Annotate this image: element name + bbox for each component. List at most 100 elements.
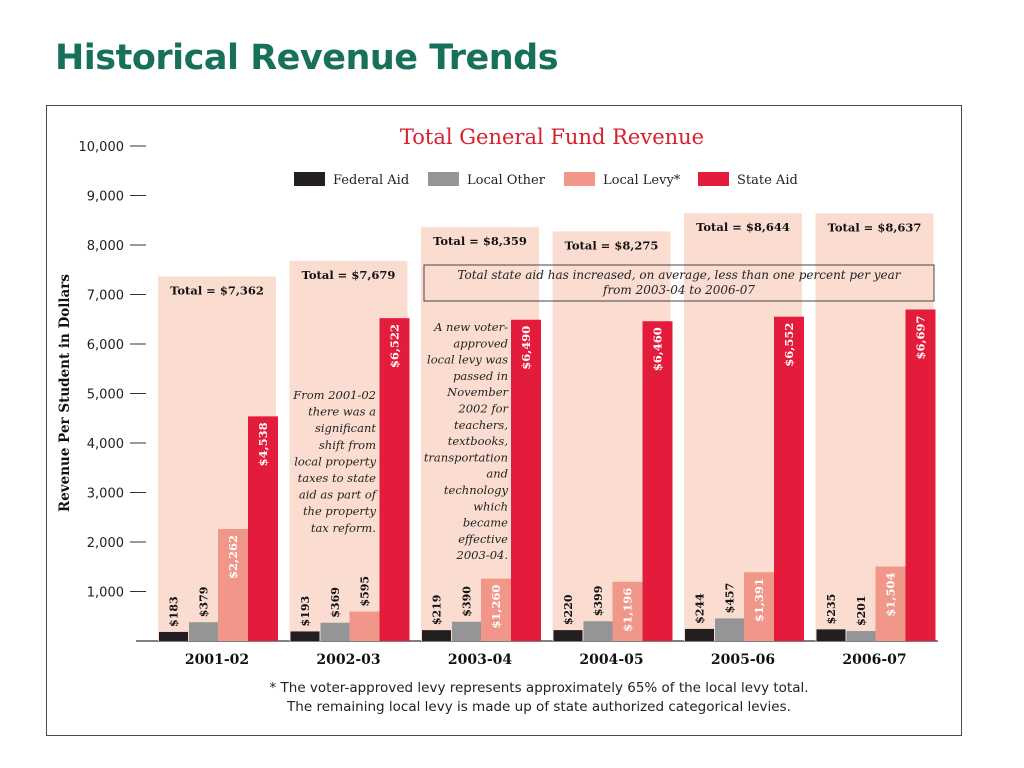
bar-value-label: $1,504	[884, 573, 898, 617]
levy-note-text: local levy was	[427, 353, 508, 367]
bar-value-label: $6,460	[651, 327, 665, 371]
chart-title: Total General Fund Revenue	[400, 125, 704, 149]
shift-note-text: there was a	[308, 405, 376, 419]
bar-value-label: $369	[329, 587, 342, 618]
levy-note-text: 2003-04.	[456, 548, 508, 562]
bar	[846, 631, 876, 641]
bar	[452, 621, 481, 641]
x-category-label: 2001-02	[185, 652, 249, 668]
bar	[744, 572, 774, 641]
chart-legend: Federal Aid Local Other Local Levy* State A…	[294, 172, 798, 188]
total-label: Total = $8,637	[828, 220, 922, 234]
levy-note-text: passed in	[453, 369, 508, 383]
levy-note-text: technology	[444, 483, 509, 497]
levy-note-text: approved	[453, 336, 508, 350]
bar	[248, 416, 278, 641]
bar	[905, 309, 936, 641]
total-label: Total = $8,359	[433, 234, 527, 248]
total-label: Total = $7,679	[302, 268, 396, 282]
bar-value-label: $399	[592, 586, 605, 617]
legend-swatch	[564, 172, 595, 186]
x-category-label: 2005-06	[711, 652, 775, 668]
footnote-line: The remaining local levy is made up of s…	[286, 699, 791, 715]
y-tick-label: 6,000	[87, 338, 124, 353]
revenue-chart: Total General Fund Revenue Federal Aid Lo…	[57, 125, 938, 715]
legend-label: Local Other	[467, 173, 546, 188]
y-tick-label: 4,000	[87, 437, 124, 452]
state-aid-callout-box	[423, 264, 935, 302]
shift-note-text: From 2001-02	[292, 388, 376, 402]
levy-note-text: transportation	[424, 450, 508, 464]
shift-note-text: local property	[294, 454, 376, 468]
bar-value-label: $183	[168, 596, 181, 627]
y-tick-label: 3,000	[87, 487, 124, 502]
bar-value-label: $193	[299, 596, 312, 627]
chart-frame: Total General Fund Revenue Federal Aid Lo…	[46, 105, 962, 736]
bar	[642, 321, 673, 641]
legend-label: Local Levy*	[603, 173, 681, 188]
bar-value-label: $379	[198, 587, 211, 618]
y-tick-label: 1,000	[87, 586, 124, 601]
x-category-label: 2003-04	[448, 652, 513, 668]
legend-swatch	[698, 172, 729, 186]
bar	[290, 631, 320, 641]
shift-note-text: shift from	[319, 438, 376, 452]
bar	[481, 578, 511, 641]
levy-note-text: became	[463, 516, 508, 530]
footnote-line: * The voter-approved levy represents app…	[269, 680, 808, 696]
bar	[875, 566, 906, 641]
shift-note-text: tax reform.	[311, 521, 376, 535]
legend-label: State Aid	[737, 173, 798, 188]
shift-note-text: the property	[303, 504, 377, 518]
bar	[583, 621, 613, 641]
shift-note-text: taxes to state	[298, 471, 377, 485]
bar	[189, 622, 218, 641]
shift-note-text: aid as part of	[299, 488, 378, 502]
bar-value-label: $219	[431, 595, 444, 626]
bar-value-label: $1,196	[621, 588, 635, 632]
bar	[422, 630, 451, 641]
y-tick-label: 10,000	[79, 140, 125, 155]
bar-value-label: $595	[359, 576, 372, 607]
legend-swatch	[294, 172, 325, 186]
bar-value-label: $6,697	[914, 315, 928, 359]
slide-title: Historical Revenue Trends	[55, 38, 559, 78]
total-label: Total = $7,362	[170, 284, 264, 298]
bar-value-label: $1,260	[489, 585, 503, 629]
levy-note-text: A new voter-	[433, 320, 508, 334]
bar	[553, 630, 583, 641]
total-label: Total = $8,644	[696, 220, 790, 234]
y-axis: 1,000 2,000 3,000 4,000 5,000 6,000 7,000 8,000…	[57, 140, 938, 642]
bar	[511, 319, 541, 641]
y-tick-label: 7,000	[87, 289, 124, 304]
bar	[612, 581, 643, 641]
shift-note-text: significant	[315, 421, 376, 435]
levy-note-text: effective	[458, 532, 508, 546]
levy-note-text: teachers,	[454, 418, 508, 432]
year-groups: Total = $7,362 $183 $379 $2,262 $4,538 2001-0…	[158, 213, 936, 668]
bar-value-label: $2,262	[226, 535, 240, 579]
x-category-label: 2004-05	[579, 652, 643, 668]
levy-note-text: and	[486, 467, 508, 481]
bar	[218, 529, 248, 641]
chart-annotations: Total state aid has increased, on averag…	[292, 264, 935, 562]
bar	[159, 631, 188, 641]
legend-label: Federal Aid	[333, 173, 409, 188]
bar	[349, 611, 380, 641]
levy-note-text: 2002 for	[457, 402, 509, 416]
bar-value-label: $6,522	[388, 324, 402, 368]
y-tick-label: 8,000	[87, 239, 124, 254]
bar-value-label: $6,552	[782, 323, 796, 367]
state-aid-callout-text: from 2003-04 to 2006-07	[602, 283, 755, 297]
bar	[320, 622, 350, 641]
total-label: Total = $8,275	[565, 238, 659, 252]
bar	[715, 618, 744, 641]
x-category-label: 2006-07	[842, 652, 906, 668]
bar-value-label: $390	[461, 586, 474, 617]
bar-value-label: $1,391	[752, 578, 766, 622]
bar-value-label: $201	[855, 595, 868, 626]
chart-footnote: * The voter-approved levy represents app…	[269, 680, 808, 715]
y-axis-label: Revenue Per Student in Dollars	[57, 274, 73, 512]
y-tick-label: 5,000	[87, 388, 124, 403]
x-category-label: 2002-03	[316, 652, 380, 668]
